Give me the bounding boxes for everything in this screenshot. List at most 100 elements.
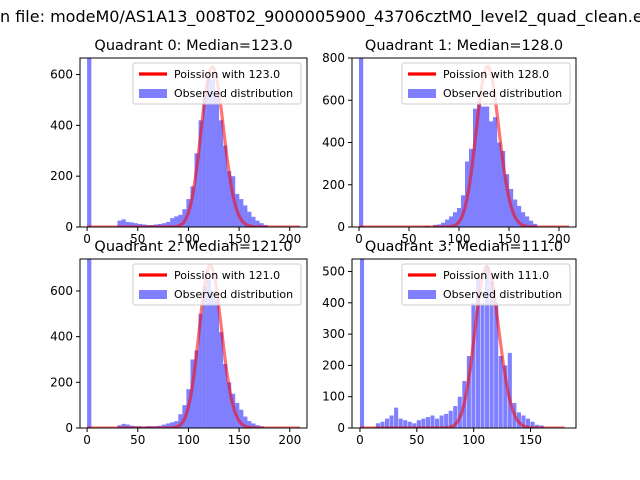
histogram-bar xyxy=(416,420,421,428)
x-tick-label: 150 xyxy=(228,232,251,246)
legend: Poission with 128.0 Observed distribution xyxy=(401,62,571,105)
y-tick-label: 0 xyxy=(337,421,345,435)
histogram-bar xyxy=(87,259,92,428)
histogram-bar xyxy=(530,421,535,428)
histogram-bar xyxy=(87,58,92,227)
histogram-bar xyxy=(121,219,126,227)
x-tick-label: 0 xyxy=(355,232,363,246)
histogram-bar xyxy=(202,94,207,227)
histogram-bar xyxy=(481,106,486,227)
legend-box xyxy=(132,62,302,105)
histogram-bar xyxy=(239,199,244,227)
histogram-bar xyxy=(218,120,224,227)
histogram-bar xyxy=(489,121,494,227)
axes-frame xyxy=(351,258,577,429)
histogram-bar xyxy=(521,212,526,227)
poisson-fit-curve xyxy=(86,264,301,428)
legend-label: Poission with 128.0 xyxy=(443,68,549,81)
histogram-bar xyxy=(243,416,248,428)
legend-label: Poission with 111.0 xyxy=(443,269,549,282)
histogram-bar xyxy=(198,313,203,428)
histogram-bar xyxy=(398,418,403,428)
histogram-bar xyxy=(430,415,435,428)
y-tick-label: 0 xyxy=(65,220,73,234)
histogram-bar xyxy=(425,417,431,428)
histogram-bar xyxy=(222,364,228,428)
histogram-bar xyxy=(218,332,224,428)
histogram-bar xyxy=(494,302,499,428)
histogram-bar xyxy=(210,79,215,227)
y-tick-label: 500 xyxy=(322,265,345,279)
histogram-bar xyxy=(198,120,203,227)
histogram-bar xyxy=(129,222,134,227)
legend-patch-swatch xyxy=(139,290,167,299)
histogram-bar xyxy=(166,423,171,428)
histogram-bar xyxy=(473,108,478,227)
histogram-bar xyxy=(501,150,506,227)
legend-label: Observed distribution xyxy=(443,288,562,301)
histogram-bar xyxy=(170,422,175,428)
x-tick-label: 200 xyxy=(278,433,301,447)
histogram-bar xyxy=(380,421,385,428)
histogram-bar xyxy=(453,406,458,428)
histogram-bar xyxy=(469,148,474,227)
histogram-bar xyxy=(448,410,453,428)
histogram-bar xyxy=(525,216,530,227)
histogram-bar xyxy=(162,223,167,227)
axes-frame xyxy=(79,57,308,228)
histogram-bar xyxy=(178,414,183,428)
y-tick-label: 200 xyxy=(50,375,73,389)
histogram-bar xyxy=(162,424,167,428)
histogram-bar xyxy=(375,423,380,428)
x-tick-label: 200 xyxy=(278,232,301,246)
y-tick-label: 400 xyxy=(50,330,73,344)
x-tick-label: 0 xyxy=(83,232,91,246)
y-tick-label: 200 xyxy=(322,358,345,372)
histogram-bar xyxy=(521,415,526,428)
x-tick-label: 50 xyxy=(401,232,416,246)
histogram-bar xyxy=(435,418,440,428)
poisson-fit-curve xyxy=(86,65,301,227)
histogram-bar xyxy=(498,356,503,428)
y-tick-label: 400 xyxy=(50,118,73,132)
legend-box xyxy=(132,263,302,306)
subplot-title: Quadrant 3: Median=111.0 xyxy=(365,239,563,255)
histogram-bar xyxy=(457,396,462,428)
legend: Poission with 111.0 Observed distribution xyxy=(401,263,571,306)
x-tick-label: 0 xyxy=(83,433,91,447)
histogram-bar xyxy=(441,222,446,227)
histogram-bar xyxy=(166,221,171,227)
legend: Poission with 121.0 Observed distribution xyxy=(132,263,302,306)
histogram-bar xyxy=(449,216,454,227)
histogram-bar xyxy=(529,220,534,227)
legend-patch-swatch xyxy=(139,89,167,98)
histogram-bar xyxy=(174,421,179,428)
histogram-bar xyxy=(421,418,426,428)
histogram-bar xyxy=(239,409,244,428)
histogram-bar xyxy=(466,356,471,428)
y-tick-label: 800 xyxy=(322,51,345,65)
histogram-bar xyxy=(412,423,417,428)
subplot-title: Quadrant 2: Median=121.0 xyxy=(94,239,292,255)
legend-patch-swatch xyxy=(408,290,436,299)
histogram-bar xyxy=(133,223,138,227)
y-tick-label: 0 xyxy=(337,220,345,234)
histogram-bar xyxy=(394,407,399,428)
figure-title: n file: modeM0/AS1A13_008T02_9000005900_… xyxy=(0,7,640,26)
histogram-bar xyxy=(507,352,512,428)
subplot-quadrant-1: 0 50 100 150 200 0 200 400 600 800 Quadrant 1: Med… xyxy=(322,38,577,246)
histogram-bar xyxy=(359,58,364,227)
legend-label: Poission with 123.0 xyxy=(174,68,280,81)
subplot-quadrant-0: 0 50 100 150 200 0 200 400 600 Quadrant 0: Median… xyxy=(50,38,308,246)
histogram-bar xyxy=(453,212,458,227)
histogram-bar xyxy=(525,418,531,428)
histogram-bar xyxy=(497,142,502,227)
histogram-bar xyxy=(178,214,183,227)
subplot-title: Quadrant 0: Median=123.0 xyxy=(94,38,292,54)
histogram-bar xyxy=(170,218,175,227)
histogram-bar xyxy=(125,221,130,227)
x-tick-label: 50 xyxy=(130,433,145,447)
legend-label: Poission with 121.0 xyxy=(174,269,280,282)
histogram-bar xyxy=(247,211,252,227)
